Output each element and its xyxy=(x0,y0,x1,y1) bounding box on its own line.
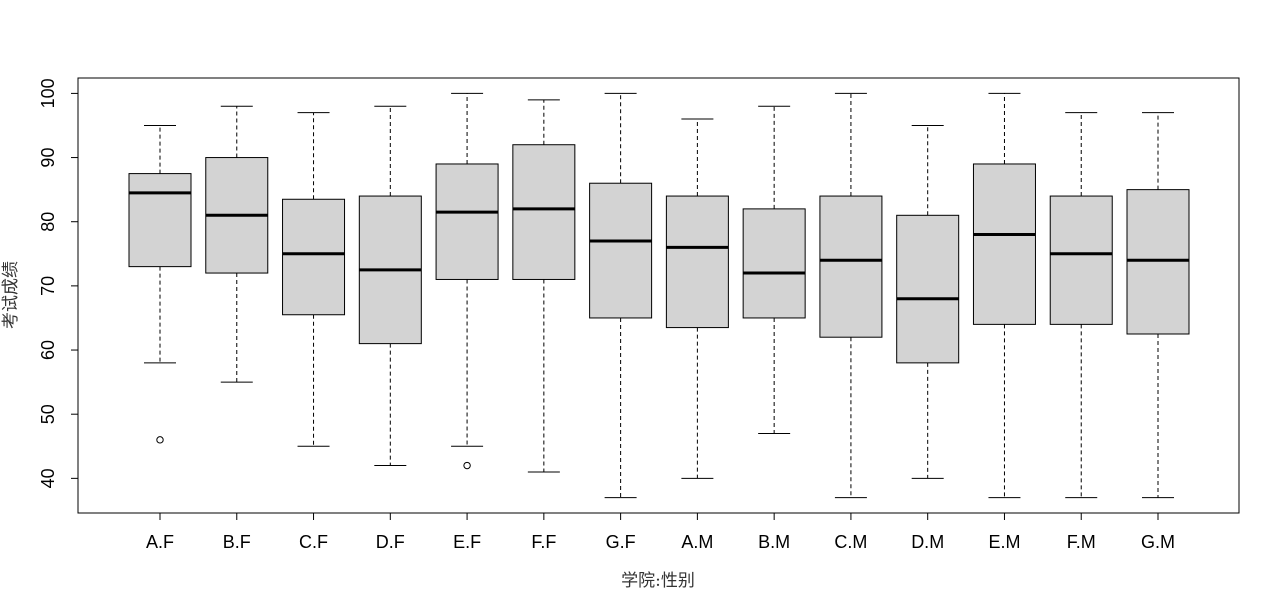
iqr-box xyxy=(128,173,192,268)
x-tick-label: A.F xyxy=(146,532,174,552)
x-axis: A.F B.F C.F D.F E.F F.F G.F A.M B.M C.M D.M E.M F.M G… xyxy=(146,512,1175,552)
x-axis-title: 学院:性别 xyxy=(621,571,695,591)
y-tick-label: 90 xyxy=(38,148,58,168)
x-tick-label: B.F xyxy=(223,532,251,552)
x-tick-label: G.M xyxy=(1141,532,1175,552)
box-A.F xyxy=(128,124,192,444)
y-tick-label: 80 xyxy=(38,212,58,232)
y-axis-title: 考试成绩 xyxy=(1,261,21,329)
y-tick-label: 40 xyxy=(38,468,58,488)
x-tick-label: E.M xyxy=(988,532,1020,552)
box-E.M xyxy=(972,92,1036,499)
x-tick-label: B.M xyxy=(758,532,790,552)
outlier-point xyxy=(463,461,471,470)
iqr-box xyxy=(1126,189,1190,335)
box-A.M xyxy=(665,118,729,479)
x-tick-label: D.M xyxy=(911,532,944,552)
box-G.F xyxy=(589,92,653,499)
box-D.M xyxy=(896,124,960,479)
iqr-box xyxy=(972,163,1036,325)
iqr-box xyxy=(819,195,883,338)
outlier-point xyxy=(156,436,164,444)
iqr-box xyxy=(665,195,729,329)
box-F.F xyxy=(512,99,576,473)
iqr-box xyxy=(742,208,806,319)
box-G.M xyxy=(1126,112,1190,499)
y-tick-label: 100 xyxy=(38,78,58,108)
box-F.M xyxy=(1049,112,1113,499)
x-tick-label: D.F xyxy=(376,532,405,552)
x-tick-label: C.M xyxy=(834,532,867,552)
iqr-box xyxy=(589,182,653,319)
y-tick-label: 50 xyxy=(38,404,58,424)
y-axis: 40 50 60 70 80 90 100 xyxy=(38,78,78,488)
y-tick-label: 70 xyxy=(38,276,58,296)
boxes xyxy=(128,92,1190,499)
x-tick-label: G.F xyxy=(606,532,636,552)
box-C.M xyxy=(819,92,883,499)
iqr-box xyxy=(1049,195,1113,325)
iqr-box xyxy=(512,144,576,280)
y-tick-label: 60 xyxy=(38,340,58,360)
x-tick-label: F.F xyxy=(531,532,556,552)
box-D.F xyxy=(358,105,422,467)
iqr-box xyxy=(282,198,346,316)
x-tick-label: E.F xyxy=(453,532,481,552)
box-B.M xyxy=(742,105,806,434)
box-B.F xyxy=(205,105,269,383)
iqr-box xyxy=(896,214,960,364)
x-tick-label: F.M xyxy=(1067,532,1096,552)
x-tick-label: A.M xyxy=(681,532,713,552)
box-C.F xyxy=(282,112,346,447)
box-E.F xyxy=(435,92,499,470)
iqr-box xyxy=(435,163,499,280)
x-tick-label: C.F xyxy=(299,532,328,552)
